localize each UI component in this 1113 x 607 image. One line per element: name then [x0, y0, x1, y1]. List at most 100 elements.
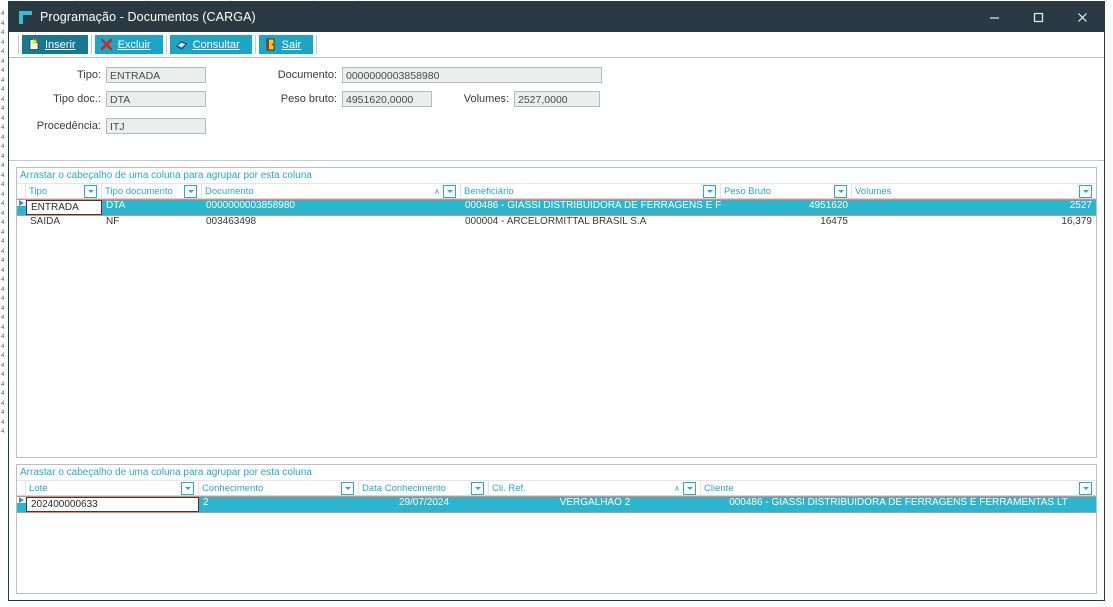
- field-tipo-input[interactable]: ENTRADA: [106, 67, 206, 83]
- cell-volumes[interactable]: 2527: [1069, 200, 1092, 211]
- window-title-bar[interactable]: Programação - Documentos (CARGA): [9, 2, 1104, 32]
- column-header-cli-ref-label: Cli. Ref.: [492, 482, 526, 494]
- field-tipo-doc-label: Tipo doc.:: [53, 93, 101, 105]
- cell-documento[interactable]: 0000000003858980: [206, 200, 295, 211]
- column-header-beneficiario-label: Beneficiário: [464, 185, 514, 197]
- delete-button[interactable]: Excluir: [94, 35, 163, 54]
- column-header-tipo-documento-label: Tipo documento: [105, 185, 173, 197]
- cell-tipo-documento[interactable]: DTA: [106, 200, 126, 211]
- cell-peso-bruto[interactable]: 16475: [820, 216, 848, 227]
- filter-dropdown-icon[interactable]: [181, 481, 194, 495]
- cell-lote-editor[interactable]: 202400000633: [26, 497, 199, 512]
- field-procedencia: Procedência: ITJ: [9, 118, 206, 134]
- column-header-volumes[interactable]: Volumes: [852, 184, 1096, 198]
- filter-dropdown-icon[interactable]: [471, 481, 484, 495]
- filter-dropdown-icon[interactable]: [84, 184, 97, 198]
- column-header-tipo-documento[interactable]: Tipo documento: [102, 184, 202, 198]
- filter-dropdown-icon[interactable]: [1079, 481, 1092, 495]
- insert-button[interactable]: Inserir: [22, 35, 88, 54]
- field-volumes-input[interactable]: 2527,0000: [514, 91, 600, 107]
- toolbar-separator: [316, 35, 318, 54]
- window-controls: [972, 2, 1104, 32]
- grid-top-body[interactable]: ENTRADA DTA 0000000003858980 000486 - GI…: [17, 199, 1096, 457]
- field-procedencia-input[interactable]: ITJ: [106, 118, 206, 134]
- delete-button-label: Excluir: [117, 38, 151, 51]
- cell-volumes[interactable]: 16,379: [1061, 216, 1092, 227]
- insert-button-label: Inserir: [45, 38, 76, 51]
- cell-conhecimento[interactable]: 2: [203, 497, 209, 508]
- search-book-icon: [175, 38, 188, 51]
- column-header-tipo-label: Tipo: [29, 185, 48, 197]
- field-peso-bruto: Peso bruto: 4951620,0000: [207, 91, 432, 107]
- field-documento-label: Documento:: [277, 69, 337, 81]
- document-form: Tipo: ENTRADA Tipo doc.: DTA Procedência…: [9, 58, 1104, 161]
- cell-data-conhecimento[interactable]: 29/07/2024: [398, 497, 450, 508]
- column-header-volumes-label: Volumes: [855, 185, 892, 197]
- window-app-icon: [19, 10, 32, 24]
- field-tipo-label: Tipo:: [76, 69, 101, 81]
- cell-beneficiario[interactable]: 000004 - ARCELORMITTAL BRASIL S.A: [465, 216, 647, 227]
- cell-beneficiario[interactable]: 000486 - GIASSI DISTRIBUIDORA DE FERRAGE…: [465, 200, 721, 211]
- column-header-data-conhecimento-label: Data Conhecimento: [362, 482, 446, 494]
- cell-documento[interactable]: 003463498: [206, 216, 257, 227]
- field-documento-input[interactable]: 0000000003858980: [342, 67, 602, 83]
- window-toolbar: Inserir Excluir Consultar: [9, 32, 1104, 58]
- grid-bottom-body[interactable]: 202400000633 2 29/07/2024 VERGALHÃO 2 00…: [17, 496, 1096, 593]
- column-header-beneficiario[interactable]: Beneficiário: [461, 184, 721, 198]
- row-indicator: [17, 497, 26, 503]
- column-header-conhecimento[interactable]: Conhecimento: [199, 481, 359, 495]
- column-header-cli-ref[interactable]: ∧ Cli. Ref.: [489, 481, 701, 495]
- grid-bottom-header-row: Lote Conhecimento Data Conhecimento ∧ Cl…: [17, 481, 1096, 496]
- column-header-data-conhecimento[interactable]: Data Conhecimento: [359, 481, 489, 495]
- maximize-icon[interactable]: [1016, 2, 1060, 32]
- filter-dropdown-icon[interactable]: [683, 481, 696, 495]
- cell-tipo-editor[interactable]: ENTRADA: [26, 200, 102, 215]
- current-row-arrow-icon: [18, 200, 24, 206]
- field-peso-bruto-input[interactable]: 4951620,0000: [342, 91, 432, 107]
- field-peso-bruto-label: Peso bruto:: [280, 93, 337, 105]
- consult-button-label: Consultar: [192, 38, 240, 51]
- filter-dropdown-icon[interactable]: [1079, 184, 1092, 198]
- minimize-icon[interactable]: [972, 2, 1016, 32]
- filter-dropdown-icon[interactable]: [341, 481, 354, 495]
- close-icon[interactable]: [1060, 2, 1104, 32]
- sort-ascending-icon: ∧: [674, 483, 680, 493]
- cell-lote[interactable]: 202400000633: [26, 497, 199, 512]
- filter-dropdown-icon[interactable]: [703, 184, 716, 198]
- grid-group-hint-top[interactable]: Arrastar o cabeçalho de uma coluna para …: [17, 168, 1096, 184]
- consult-button[interactable]: Consultar: [169, 35, 252, 54]
- column-header-tipo[interactable]: Tipo: [26, 184, 102, 198]
- cell-peso-bruto[interactable]: 4951620: [809, 200, 848, 211]
- window-title: Programação - Documentos (CARGA): [40, 10, 256, 24]
- cell-tipo[interactable]: SAIDA: [30, 216, 61, 227]
- column-header-lote-label: Lote: [29, 482, 48, 494]
- cell-cli-ref[interactable]: VERGALHÃO 2: [559, 497, 631, 508]
- cell-cliente[interactable]: 000486 - GIASSI DISTRIBUIDORA DE FERRAGE…: [729, 497, 1068, 508]
- sort-ascending-icon: ∧: [434, 186, 440, 196]
- current-row-arrow-icon: [18, 497, 24, 503]
- cell-tipo[interactable]: ENTRADA: [26, 200, 102, 215]
- column-header-conhecimento-label: Conhecimento: [202, 482, 264, 494]
- filter-dropdown-icon[interactable]: [184, 184, 197, 198]
- toolbar-separator: [165, 35, 167, 54]
- grid-bottom-indicator-header: [17, 481, 26, 495]
- field-tipo-doc-input[interactable]: DTA: [106, 91, 206, 107]
- column-header-documento-label: Documento: [205, 185, 254, 197]
- table-row[interactable]: SAIDA NF 003463498 000004 - ARCELORMITTA…: [17, 216, 1096, 227]
- delete-x-icon: [100, 38, 113, 51]
- filter-dropdown-icon[interactable]: [443, 184, 456, 198]
- cell-tipo-documento[interactable]: NF: [106, 216, 120, 227]
- column-header-documento[interactable]: ∧ Documento: [202, 184, 461, 198]
- grid-group-hint-bottom[interactable]: Arrastar o cabeçalho de uma coluna para …: [17, 465, 1096, 481]
- column-header-cliente[interactable]: Cliente: [701, 481, 1096, 495]
- table-row[interactable]: 202400000633 2 29/07/2024 VERGALHÃO 2 00…: [17, 496, 1096, 513]
- field-documento: Documento: 0000000003858980: [207, 67, 602, 83]
- column-header-lote[interactable]: Lote: [26, 481, 199, 495]
- column-header-peso-bruto[interactable]: Peso Bruto: [721, 184, 852, 198]
- grid-top-indicator-header: [17, 184, 26, 198]
- documents-grid: Arrastar o cabeçalho de uma coluna para …: [16, 167, 1097, 458]
- table-row[interactable]: ENTRADA DTA 0000000003858980 000486 - GI…: [17, 199, 1096, 216]
- filter-dropdown-icon[interactable]: [834, 184, 847, 198]
- exit-button[interactable]: Sair: [258, 35, 314, 54]
- toolbar-separator: [18, 35, 19, 54]
